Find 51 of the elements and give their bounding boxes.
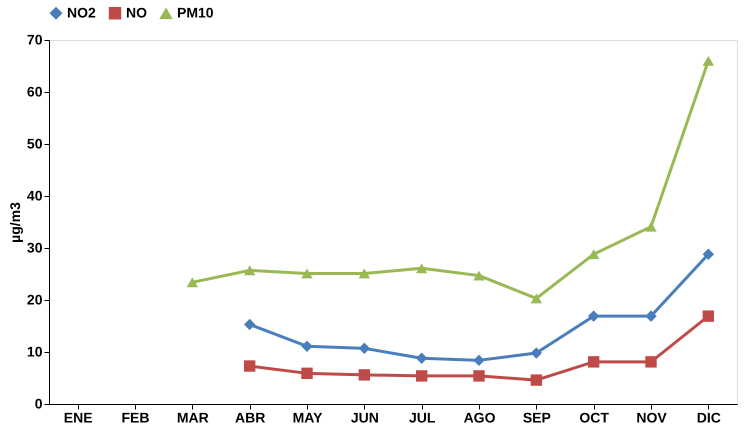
- x-tick-label: OCT: [579, 410, 610, 426]
- x-tick-label: NOV: [636, 410, 668, 426]
- x-tick-label: DIC: [696, 410, 721, 426]
- point: [645, 356, 657, 368]
- y-tick-label: 60: [26, 84, 43, 100]
- y-tick-label: 0: [34, 396, 43, 412]
- y-tick-label: 10: [26, 344, 43, 360]
- legend-label: PM10: [177, 4, 214, 21]
- x-tick-label: SEP: [522, 410, 551, 426]
- y-tick-label: 20: [26, 292, 43, 308]
- point: [530, 374, 542, 386]
- point: [416, 370, 428, 382]
- point: [473, 270, 485, 280]
- point: [702, 248, 714, 260]
- y-tick-label: 30: [26, 240, 43, 256]
- x-tick-label: MAR: [176, 410, 209, 426]
- x-tick-label: FEB: [122, 410, 150, 426]
- legend-label: NO: [126, 4, 148, 20]
- point: [702, 310, 714, 322]
- x-tick-label: JUN: [350, 410, 379, 426]
- point: [645, 310, 657, 322]
- point: [530, 347, 542, 359]
- x-tick-label: MAY: [292, 410, 324, 426]
- point: [186, 277, 198, 288]
- point: [416, 263, 428, 274]
- point: [530, 294, 542, 304]
- point: [358, 342, 370, 354]
- point: [473, 370, 485, 382]
- point: [702, 56, 714, 66]
- y-tick-label: 50: [26, 136, 43, 152]
- y-tick-label: 40: [26, 188, 43, 204]
- point: [301, 268, 313, 278]
- point: [358, 369, 370, 381]
- x-tick-label: ABR: [234, 410, 266, 426]
- x-tick-label: AGO: [464, 410, 496, 426]
- point: [645, 222, 657, 232]
- x-tick-label: ENE: [64, 410, 93, 426]
- point: [358, 268, 370, 278]
- point: [588, 356, 600, 368]
- point: [244, 318, 256, 330]
- point: [588, 310, 600, 322]
- point: [473, 354, 485, 366]
- x-tick-label: JUL: [408, 410, 436, 426]
- point: [301, 340, 313, 352]
- point: [416, 352, 428, 364]
- y-tick-label: 70: [26, 32, 43, 48]
- point: [301, 368, 313, 380]
- point: [244, 360, 256, 372]
- y-axis-title: µg/m3: [6, 202, 23, 243]
- legend-label: NO2: [67, 4, 96, 20]
- point: [244, 265, 256, 276]
